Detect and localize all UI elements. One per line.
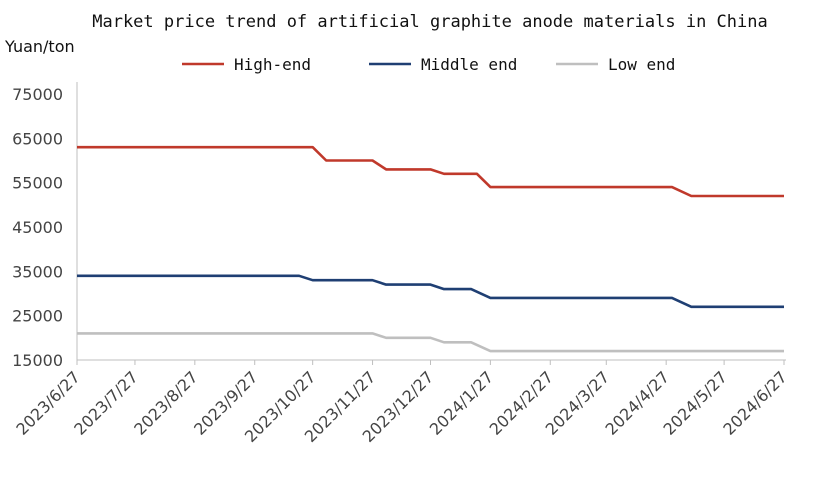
y-tick-label: 75000 xyxy=(12,85,63,104)
y-tick-label: 25000 xyxy=(12,307,63,326)
y-tick-label: 15000 xyxy=(12,351,63,370)
y-tick-label: 55000 xyxy=(12,174,63,193)
legend-label-middle-end: Middle end xyxy=(421,55,517,74)
plot-area xyxy=(77,145,784,353)
x-tick-label: 2024/6/27 xyxy=(719,367,790,438)
y-tick-label: 45000 xyxy=(12,218,63,237)
legend-label-low-end: Low end xyxy=(608,55,675,74)
legend-label-high-end: High-end xyxy=(234,55,311,74)
chart-title: Market price trend of artificial graphit… xyxy=(92,12,768,32)
x-tick-label: 2023/8/27 xyxy=(130,367,201,438)
series-line-low-end xyxy=(77,332,784,353)
y-tick-label: 35000 xyxy=(12,262,63,281)
legend: High-end Middle end Low end xyxy=(182,55,675,74)
y-tick-label: 65000 xyxy=(12,129,63,148)
x-tick-label: 2024/1/27 xyxy=(426,367,497,438)
y-axis: 15000 25000 35000 45000 55000 65000 75000 xyxy=(12,82,78,370)
series-line-middle-end xyxy=(77,274,784,309)
x-axis: 2023/6/272023/7/272023/8/272023/9/272023… xyxy=(12,359,791,446)
y-axis-label: Yuan/ton xyxy=(4,37,75,56)
series-line-high-end xyxy=(77,145,784,198)
